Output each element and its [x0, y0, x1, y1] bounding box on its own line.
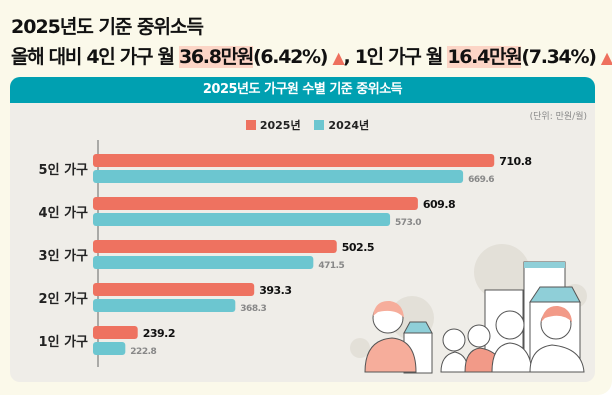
- arrow-up-icon: ▲: [332, 48, 345, 67]
- arrow-up-icon: ▲: [600, 48, 612, 67]
- bar-2025: [93, 326, 138, 339]
- legend-label-2024: 2024년: [328, 119, 370, 132]
- legend: 2025년 2024년: [10, 117, 595, 133]
- pct-1person: (7.34%): [521, 46, 596, 68]
- category-label: 5인 가구: [39, 162, 88, 178]
- legend-swatch-2024: [314, 120, 325, 130]
- illustration: [350, 244, 587, 374]
- category-label: 4인 가구: [39, 205, 88, 221]
- data-label: 471.5: [318, 261, 344, 271]
- headline-subtitle: 올해 대비 4인 가구 월 36.8만원(6.42%) ▲, 1인 가구 월 1…: [11, 42, 612, 69]
- bar-2024: [93, 256, 314, 269]
- data-label: 573.0: [395, 218, 421, 228]
- data-label: 609.8: [423, 198, 455, 211]
- chart-title: 2025년도 가구원 수별 기준 중위소득: [10, 77, 595, 103]
- category-label: 3인 가구: [39, 248, 88, 264]
- legend-swatch-2025: [245, 120, 256, 130]
- highlight-1person: 16.4만원: [447, 46, 523, 68]
- bar-2024: [93, 299, 236, 312]
- unit-label: (단위: 만원/월): [529, 112, 587, 122]
- bar-2024: [93, 342, 126, 355]
- data-label: 239.2: [143, 327, 175, 340]
- highlight-4person: 36.8만원: [178, 46, 254, 68]
- subtitle-text: 올해 대비 4인 가구 월: [11, 46, 179, 68]
- amount-1person: 16.4만원: [447, 46, 522, 68]
- data-label: 393.3: [259, 284, 291, 297]
- data-label: 502.5: [342, 241, 374, 254]
- page-title: 2025년도 기준 중위소득: [11, 16, 204, 38]
- bar-2025: [93, 154, 495, 167]
- legend-label-2025: 2025년: [259, 119, 301, 132]
- data-label: 368.3: [240, 304, 266, 314]
- pct-4person: (6.42%): [252, 46, 328, 68]
- amount-4person: 36.8만원: [178, 46, 254, 68]
- bar-2025: [93, 240, 337, 253]
- data-label: 710.8: [499, 155, 531, 168]
- bar-2025: [93, 197, 418, 210]
- data-label: 222.8: [130, 347, 156, 357]
- bar-2024: [93, 170, 464, 183]
- category-label: 1인 가구: [39, 334, 88, 350]
- bar-2024: [93, 213, 391, 226]
- bar-2025: [93, 283, 255, 296]
- data-label: 669.6: [468, 175, 494, 185]
- subtitle-text-2: , 1인 가구 월: [343, 46, 448, 68]
- category-label: 2인 가구: [39, 291, 88, 307]
